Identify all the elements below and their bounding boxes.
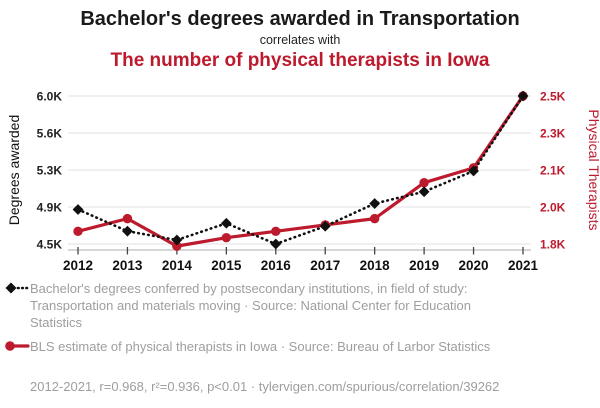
therapists-data-point <box>73 226 83 237</box>
right-axis-title: Physical Therapists <box>586 109 600 230</box>
legend-text-degrees: Bachelor's degrees conferred by postseco… <box>30 281 472 330</box>
degrees-data-point <box>171 234 183 246</box>
red-subtitle: The number of physical therapists in Iow… <box>110 50 490 71</box>
therapists-data-point <box>172 241 182 251</box>
degrees-data-point <box>220 217 232 229</box>
x-axis-label: 2018 <box>360 258 391 273</box>
x-axis-label: 2015 <box>211 258 242 273</box>
x-axis-label: 2019 <box>409 258 439 273</box>
chart-legend: Bachelor's degrees conferred by postseco… <box>0 280 600 355</box>
legend-row-degrees: Bachelor's degrees conferred by postseco… <box>0 280 516 331</box>
left-axis-tick-label: 5.3K <box>37 164 63 178</box>
degrees-data-point <box>270 238 282 250</box>
black-diamond-dashed-icon <box>5 282 30 294</box>
chart-header: Bachelor's degrees awarded in Transporta… <box>0 0 600 73</box>
left-axis-title: Degrees awarded <box>6 115 22 226</box>
therapists-data-point <box>271 226 281 237</box>
x-axis-label: 2012 <box>63 258 93 273</box>
x-axis-label: 2017 <box>310 258 340 273</box>
page-title: Bachelor's degrees awarded in Transporta… <box>80 8 520 30</box>
left-axis-tick-label: 5.6K <box>37 127 63 141</box>
x-axis-label: 2021 <box>508 258 539 273</box>
therapists-data-point <box>369 213 380 224</box>
x-axis-label: 2013 <box>112 258 143 273</box>
x-axis-label: 2020 <box>459 258 489 273</box>
degrees-data-point <box>418 186 430 198</box>
left-axis-tick-label: 6.0K <box>37 90 63 104</box>
degrees-data-point <box>319 220 331 232</box>
right-axis-tick-label: 2.3K <box>540 127 566 141</box>
legend-row-therapists: BLS estimate of physical therapists in I… <box>0 338 516 355</box>
degrees-data-point <box>122 225 133 237</box>
red-circle-line-icon <box>5 341 30 351</box>
therapists-data-point <box>221 232 232 243</box>
left-axis-tick-label: 4.5K <box>37 238 63 252</box>
chart-area: 6.0K 2.5K 5.6K 2.3K 5.3K 2.1K 4.9K 2.0K 4.5K 1.8K… <box>0 72 600 278</box>
therapists-series-line <box>76 94 525 248</box>
degrees-data-point <box>517 90 529 102</box>
degrees-data-point <box>369 198 381 209</box>
legend-text-therapists: BLS estimate of physical therapists in I… <box>30 339 491 354</box>
x-axis-label: 2014 <box>162 258 193 273</box>
degrees-data-point <box>468 165 479 177</box>
therapists-data-point <box>419 177 429 188</box>
degrees-series-line <box>76 94 525 246</box>
right-axis-tick-label: 1.8K <box>540 238 566 252</box>
left-axis-tick-label: 4.9K <box>37 201 63 215</box>
x-axis-label: 2016 <box>261 258 292 273</box>
right-axis-tick-label: 2.0K <box>540 201 566 215</box>
right-axis-tick-label: 2.5K <box>540 90 566 104</box>
correlates-with-label: correlates with <box>259 33 341 47</box>
therapists-data-point <box>122 213 133 224</box>
footer-stats: 2012-2021, r=0.968, r²=0.936, p<0.01 · t… <box>30 379 500 394</box>
right-axis-tick-label: 2.1K <box>540 164 566 178</box>
degrees-data-point <box>72 204 84 215</box>
chart-canvas: 6.0K 2.5K 5.6K 2.3K 5.3K 2.1K 4.9K 2.0K 4.5K 1.8K… <box>6 90 600 274</box>
